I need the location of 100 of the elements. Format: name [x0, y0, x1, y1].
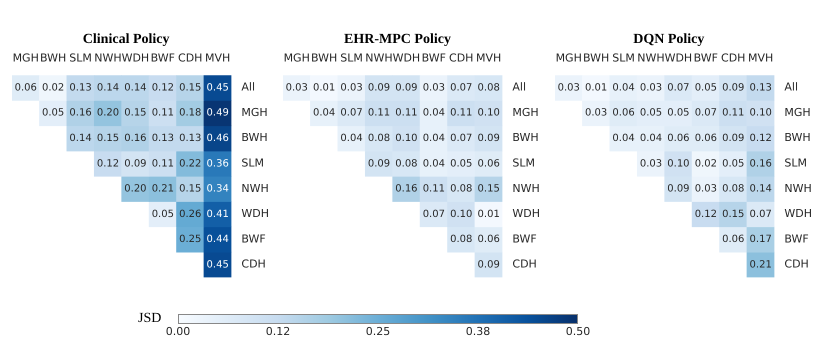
x-tick-label: MVH: [205, 51, 230, 64]
x-tick-label: SLM: [69, 51, 92, 64]
data-label: 0.14: [124, 82, 147, 94]
data-label: 0.15: [179, 82, 202, 94]
data-label: 0.04: [313, 108, 336, 119]
y-tick-label: BWH: [241, 131, 268, 144]
data-label: 0.15: [179, 184, 202, 195]
x-tick-label: BWF: [422, 51, 446, 64]
y-tick-label: SLM: [512, 156, 536, 170]
data-label: 0.02: [42, 82, 64, 94]
data-label: 0.02: [694, 158, 717, 170]
data-label: 0.03: [694, 184, 717, 195]
data-label: 0.15: [96, 132, 120, 144]
data-label: 0.03: [640, 82, 662, 94]
y-tick-label: SLM: [241, 156, 264, 170]
y-tick-label: All: [241, 80, 256, 94]
data-label: 0.04: [423, 132, 446, 144]
data-label: 0.04: [340, 132, 364, 144]
data-label: 0.34: [206, 184, 229, 195]
color-bar-label: 0.50: [564, 325, 592, 338]
y-tick-label: All: [512, 80, 526, 94]
data-label: 0.22: [179, 158, 202, 170]
data-label: 0.05: [152, 208, 174, 220]
y-tick-label: MGH: [784, 106, 810, 119]
data-label: 0.05: [42, 108, 64, 119]
data-label: 0.11: [368, 108, 390, 119]
data-label: 0.06: [694, 132, 717, 144]
data-label: 0.13: [179, 132, 202, 144]
data-label: 0.12: [96, 158, 120, 170]
data-label: 0.09: [396, 82, 418, 94]
data-label: 0.07: [450, 82, 473, 94]
data-label: 0.07: [450, 132, 473, 144]
data-label: 0.09: [368, 158, 390, 170]
y-tick-label: WDH: [512, 207, 540, 220]
x-tick-label: NWH: [636, 51, 664, 64]
data-label: 0.08: [396, 158, 418, 170]
x-tick-label: MGH: [12, 51, 39, 64]
data-label: 0.05: [722, 158, 744, 170]
x-tick-label: MGH: [555, 51, 582, 64]
data-label: 0.04: [640, 132, 662, 144]
data-label: 0.07: [694, 108, 717, 119]
x-tick-label: MVH: [476, 51, 502, 64]
data-label: 0.13: [749, 82, 772, 94]
data-label: 0.45: [206, 82, 229, 94]
chart-title: DQN Policy: [632, 31, 706, 49]
data-label: 0.21: [749, 259, 772, 270]
data-label: 0.03: [640, 158, 662, 170]
data-label: 0.09: [722, 82, 744, 94]
y-tick-label: NWH: [784, 182, 812, 195]
data-label: 0.46: [206, 132, 229, 144]
x-tick-label: BWF: [150, 51, 176, 64]
data-label: 0.11: [450, 108, 473, 119]
data-label: 0.16: [749, 158, 772, 170]
data-label: 0.15: [124, 108, 147, 119]
data-label: 0.16: [69, 108, 92, 119]
data-label: 0.08: [450, 184, 473, 195]
data-label: 0.08: [478, 82, 500, 94]
data-label: 0.13: [69, 82, 92, 94]
y-tick-label: All: [784, 80, 798, 94]
data-label: 0.06: [478, 158, 500, 170]
data-label: 0.05: [450, 158, 473, 170]
y-tick-label: BWH: [784, 131, 810, 144]
y-tick-label: BWH: [512, 131, 540, 144]
data-label: 0.45: [206, 259, 229, 270]
data-label: 0.36: [206, 158, 229, 170]
data-label: 0.25: [179, 234, 202, 246]
y-tick-label: MGH: [512, 106, 540, 119]
color-bar-label: 0.00: [164, 325, 192, 338]
data-label: 0.08: [368, 132, 390, 144]
data-label: 0.06: [722, 234, 744, 246]
x-tick-label: WDH: [122, 51, 150, 64]
x-tick-label: BWH: [311, 51, 338, 64]
x-tick-label: MGH: [284, 51, 310, 64]
data-label: 0.03: [286, 82, 308, 94]
data-label: 0.06: [666, 132, 690, 144]
data-label: 0.21: [152, 184, 174, 195]
x-tick-label: BWH: [40, 51, 66, 64]
data-label: 0.03: [584, 108, 607, 119]
data-label: 0.26: [179, 208, 202, 220]
x-tick-label: WDH: [392, 51, 421, 64]
x-tick-label: CDH: [449, 51, 474, 64]
data-label: 0.05: [640, 108, 662, 119]
data-label: 0.10: [478, 108, 500, 119]
x-tick-label: WDH: [664, 51, 692, 64]
y-tick-label: CDH: [512, 258, 538, 271]
data-label: 0.18: [179, 108, 202, 119]
data-label: 0.10: [666, 158, 690, 170]
data-label: 0.03: [340, 82, 364, 94]
data-label: 0.07: [340, 108, 364, 119]
y-tick-label: SLM: [784, 156, 807, 170]
x-tick-label: NWH: [366, 51, 394, 64]
data-label: 0.01: [478, 208, 500, 220]
data-label: 0.44: [206, 234, 229, 246]
data-label: 0.11: [152, 158, 174, 170]
y-tick-label: CDH: [784, 258, 808, 271]
data-label: 0.11: [423, 184, 446, 195]
x-tick-label: SLM: [612, 51, 635, 64]
data-label: 0.13: [152, 132, 174, 144]
data-label: 0.05: [666, 108, 690, 119]
y-tick-label: BWF: [512, 232, 538, 246]
